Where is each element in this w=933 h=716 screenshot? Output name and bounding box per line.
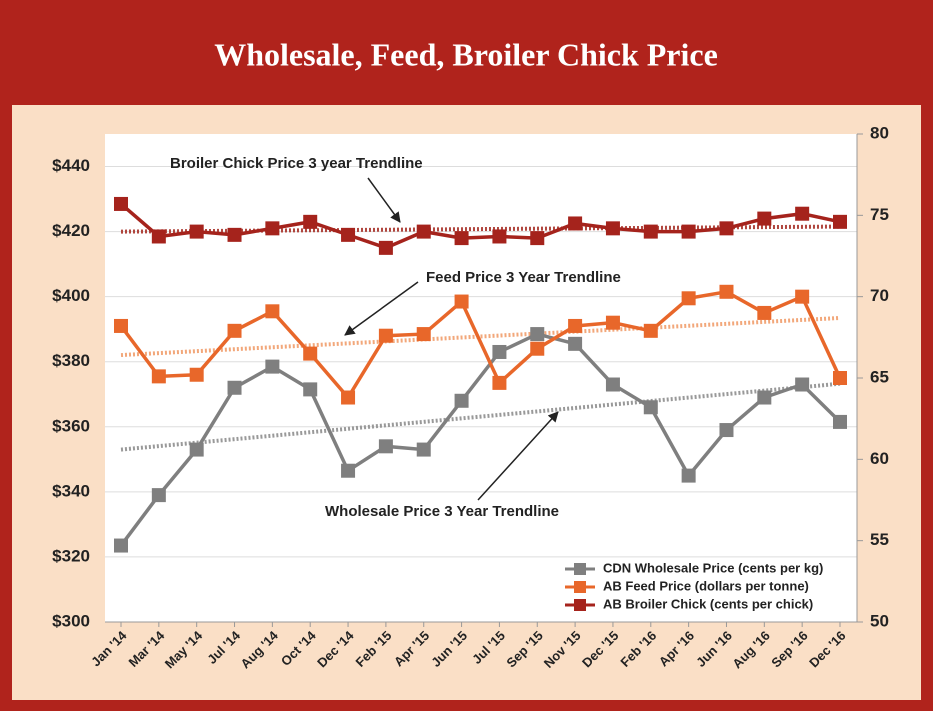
marker [568, 336, 583, 351]
chart-title: Wholesale, Feed, Broiler Chick Price [214, 36, 718, 72]
marker [378, 328, 393, 343]
annotation: Broiler Chick Price 3 year Trendline [170, 155, 423, 172]
marker [643, 224, 658, 239]
marker [757, 305, 772, 320]
marker [681, 468, 696, 483]
marker [151, 369, 166, 384]
marker [795, 377, 810, 392]
marker [303, 382, 318, 397]
arrow [367, 177, 401, 223]
marker [114, 538, 128, 553]
legend-label: CDN Wholesale Price (cents per kg) [603, 560, 823, 575]
marker [643, 323, 658, 338]
marker [530, 327, 545, 342]
marker [833, 371, 847, 385]
marker [151, 488, 166, 503]
marker [378, 439, 393, 454]
marker [151, 229, 166, 244]
legend-label: AB Broiler Chick (cents per chick) [603, 596, 813, 611]
y2-tick-label: 75 [870, 205, 889, 224]
marker [114, 318, 128, 333]
marker [757, 211, 772, 226]
marker [189, 442, 204, 457]
y-tick-label: $440 [52, 156, 90, 175]
y-tick-label: $400 [52, 286, 90, 305]
marker [341, 390, 356, 405]
marker [681, 291, 696, 306]
marker [416, 327, 431, 342]
marker [265, 221, 280, 236]
marker [454, 231, 469, 246]
y2-tick-label: 60 [870, 449, 889, 468]
y-tick-label: $420 [52, 221, 90, 240]
marker [568, 318, 583, 333]
marker [114, 196, 128, 211]
marker [454, 393, 469, 408]
marker [605, 377, 620, 392]
annotation: Wholesale Price 3 Year Trendline [325, 503, 559, 520]
trendline [120, 381, 841, 452]
marker [719, 221, 734, 236]
marker [605, 221, 620, 236]
legend-marker [574, 581, 586, 593]
y-tick-label: $320 [52, 546, 90, 565]
marker [719, 423, 734, 438]
marker [530, 231, 545, 246]
marker [454, 294, 469, 309]
marker [492, 344, 507, 359]
marker [303, 214, 318, 229]
marker [492, 375, 507, 390]
y-tick-label: $340 [52, 481, 90, 500]
marker [795, 289, 810, 304]
y-tick-label: $380 [52, 351, 90, 370]
marker [719, 284, 734, 299]
marker [227, 227, 242, 242]
marker [265, 359, 280, 374]
y-tick-label: $300 [52, 611, 90, 630]
marker [189, 224, 204, 239]
marker [568, 216, 583, 231]
legend-label: AB Feed Price (dollars per tonne) [603, 578, 809, 593]
marker [341, 227, 356, 242]
marker [492, 229, 507, 244]
marker [227, 380, 242, 395]
marker [757, 390, 772, 405]
marker [341, 463, 356, 478]
marker [833, 414, 847, 429]
y2-tick-label: 80 [870, 123, 889, 142]
arrow [344, 281, 419, 336]
legend-marker [574, 599, 586, 611]
marker [681, 224, 696, 239]
marker [795, 206, 810, 221]
y2-tick-label: 65 [870, 367, 889, 386]
y-tick-label: $360 [52, 416, 90, 435]
marker [416, 442, 431, 457]
annotation: Feed Price 3 Year Trendline [426, 269, 621, 286]
marker [189, 367, 204, 382]
y2-tick-label: 55 [870, 530, 889, 549]
y2-tick-label: 50 [870, 611, 889, 630]
marker [643, 400, 658, 415]
arrow [477, 411, 559, 501]
marker [833, 214, 847, 229]
legend-marker [574, 563, 586, 575]
marker [378, 240, 393, 255]
marker [416, 224, 431, 239]
marker [530, 341, 545, 356]
marker [605, 315, 620, 330]
marker [227, 323, 242, 338]
marker [265, 304, 280, 319]
marker [303, 346, 318, 361]
y2-tick-label: 70 [870, 286, 889, 305]
